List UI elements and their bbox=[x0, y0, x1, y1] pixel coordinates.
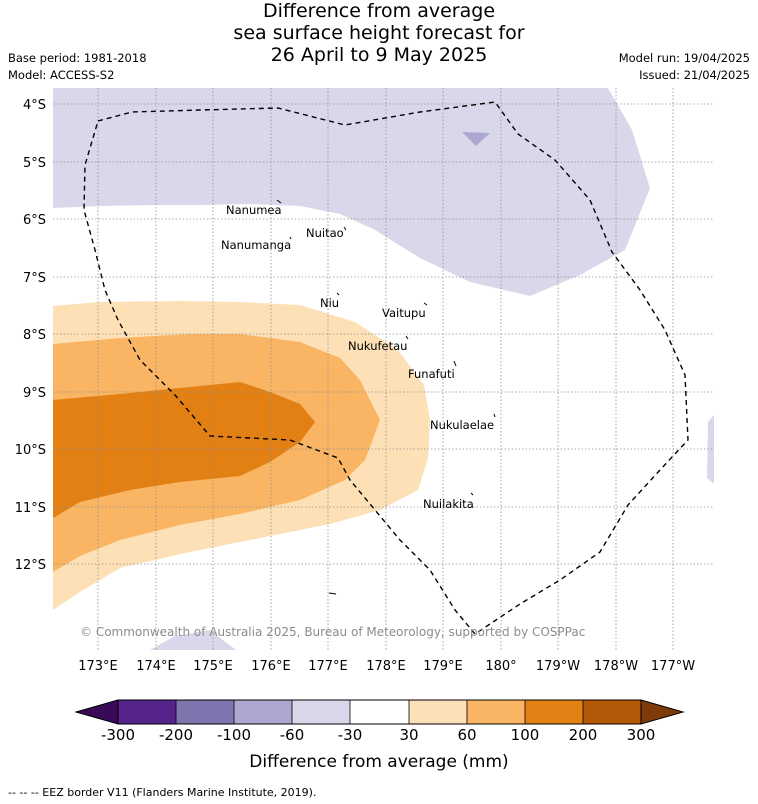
graticule bbox=[53, 88, 714, 650]
colorbar-bin-9 bbox=[583, 700, 641, 724]
lat-label-11s: 11°S bbox=[15, 501, 46, 516]
colorbar-frame bbox=[117, 699, 642, 725]
nukufetau-island bbox=[405, 335, 409, 340]
lon-label-176e: 176°E bbox=[251, 659, 291, 674]
run-info: Model run: 19/04/2025 Issued: 21/04/2025 bbox=[619, 50, 750, 84]
base-period-label: Base period: 1981-2018 bbox=[8, 51, 147, 65]
colorbar-low-extend bbox=[74, 699, 119, 725]
colorbar-bin-5 bbox=[350, 700, 409, 724]
model-info: Base period: 1981-2018 Model: ACCESS-S2 bbox=[8, 50, 147, 84]
colorbar-bin-1 bbox=[118, 700, 176, 724]
lon-label-177e: 177°E bbox=[308, 659, 348, 674]
colorbar-tick-neg30: -30 bbox=[338, 726, 363, 744]
colorbar-tick-neg300: -300 bbox=[101, 726, 135, 744]
issued-label: Issued: 21/04/2025 bbox=[639, 68, 750, 82]
place-label-nanumea: Nanumea bbox=[226, 203, 282, 217]
copyright-notice: © Commonwealth of Australia 2025, Bureau… bbox=[80, 625, 585, 639]
place-label-nuitao: Nuitao bbox=[306, 226, 344, 240]
anomaly-pos100-region bbox=[53, 382, 315, 518]
map-title: Difference from average sea surface heig… bbox=[0, 0, 758, 66]
lon-label-178e: 178°E bbox=[366, 659, 406, 674]
colorbar-bin-4 bbox=[292, 700, 350, 724]
lon-label-177w: 177°W bbox=[651, 659, 695, 674]
colorbar-tick-neg200: -200 bbox=[159, 726, 193, 744]
place-label-nanumanga: Nanumanga bbox=[221, 238, 291, 252]
lat-label-6s: 6°S bbox=[23, 213, 46, 228]
title-line-2: sea surface height forecast for bbox=[233, 22, 525, 44]
colorbar-tick-200: 200 bbox=[569, 726, 598, 744]
lat-label-8s: 8°S bbox=[23, 328, 46, 343]
lon-label-180: 180° bbox=[485, 659, 516, 674]
map-panel: Nanumea Nuitao Nanumanga Niu Vaitupu Nuk… bbox=[53, 88, 714, 650]
lon-label-173e: 173°E bbox=[78, 659, 118, 674]
vaitupu-island bbox=[423, 302, 428, 306]
colorbar-bin-8 bbox=[525, 700, 583, 724]
colorbar-bin-7 bbox=[467, 700, 525, 724]
nanumanga-island bbox=[289, 236, 292, 240]
nuilakita-island bbox=[470, 492, 474, 496]
colorbar-bin-6 bbox=[409, 700, 467, 724]
colorbar-bin-2 bbox=[176, 700, 234, 724]
island-markers bbox=[276, 199, 496, 595]
colorbar-tick-300: 300 bbox=[627, 726, 656, 744]
nanumea-island bbox=[276, 199, 282, 204]
eez-legend-note: -- -- -- EEZ border V11 (Flanders Marine… bbox=[8, 786, 317, 799]
colorbar-bin-3 bbox=[234, 700, 292, 724]
model-run-label: Model run: 19/04/2025 bbox=[618, 51, 750, 65]
lon-label-179e: 179°E bbox=[423, 659, 463, 674]
colorbar-tick-30: 30 bbox=[399, 726, 418, 744]
anomaly-neg30-east-edge bbox=[707, 415, 714, 484]
nukulaelae-island bbox=[493, 413, 496, 418]
lon-label-175e: 175°E bbox=[193, 659, 233, 674]
anomaly-neg30-region bbox=[53, 88, 650, 296]
place-label-nuilakita: Nuilakita bbox=[423, 497, 474, 511]
model-label: Model: ACCESS-S2 bbox=[8, 68, 115, 82]
place-label-funafuti: Funafuti bbox=[408, 367, 455, 381]
colorbar-tick-neg100: -100 bbox=[217, 726, 251, 744]
lat-label-5s: 5°S bbox=[23, 156, 46, 171]
place-label-nukulaelae: Nukulaelae bbox=[430, 418, 494, 432]
place-label-vaitupu: Vaitupu bbox=[382, 306, 426, 320]
anomaly-neg30-south bbox=[150, 630, 236, 650]
place-label-niu: Niu bbox=[320, 296, 339, 310]
title-line-3: 26 April to 9 May 2025 bbox=[270, 44, 488, 66]
lon-label-178w: 178°W bbox=[594, 659, 638, 674]
reef-marker bbox=[328, 592, 337, 595]
nuitao-island bbox=[343, 226, 347, 231]
lon-label-174e: 174°E bbox=[136, 659, 176, 674]
lon-label-179w: 179°W bbox=[536, 659, 580, 674]
colorbar-tick-60: 60 bbox=[457, 726, 476, 744]
lat-label-9s: 9°S bbox=[23, 386, 46, 401]
colorbar-tick-neg60: -60 bbox=[280, 726, 305, 744]
funafuti-island bbox=[453, 360, 457, 367]
lat-label-7s: 7°S bbox=[23, 271, 46, 286]
colorbar-tick-100: 100 bbox=[511, 726, 540, 744]
title-line-1: Difference from average bbox=[262, 0, 496, 22]
lat-label-4s: 4°S bbox=[23, 98, 46, 113]
colorbar: -300 -200 -100 -60 -30 30 60 100 200 300… bbox=[74, 699, 685, 772]
colorbar-high-extend bbox=[640, 699, 685, 725]
colorbar-title: Difference from average (mm) bbox=[249, 752, 508, 772]
anomaly-neg60-spot bbox=[462, 132, 490, 146]
lat-label-10s: 10°S bbox=[15, 443, 46, 458]
lat-label-12s: 12°S bbox=[15, 558, 46, 573]
place-label-nukufetau: Nukufetau bbox=[348, 339, 407, 353]
niu-island bbox=[336, 292, 340, 296]
